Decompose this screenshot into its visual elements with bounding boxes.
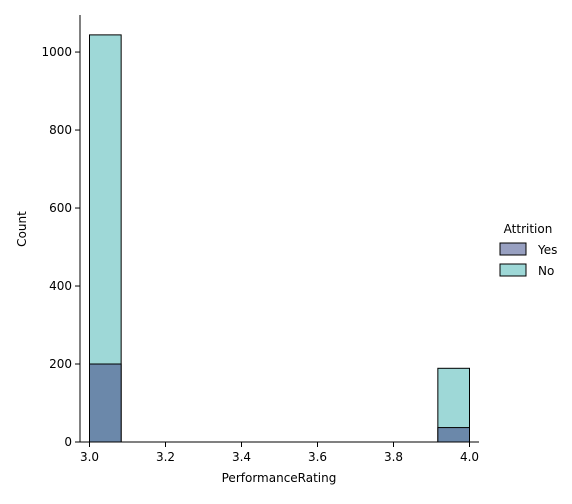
x-tick-label: 3.4 bbox=[232, 450, 251, 464]
legend-label-yes: Yes bbox=[537, 243, 557, 257]
y-tick-label: 1000 bbox=[41, 45, 72, 59]
y-ticks-layer: 0 200 400 600 800 1000 bbox=[41, 45, 80, 449]
legend: Attrition Yes No bbox=[499, 222, 557, 278]
y-tick-label: 200 bbox=[49, 357, 72, 371]
x-tick-label: 3.2 bbox=[156, 450, 175, 464]
x-ticks-layer: 3.0 3.2 3.4 3.6 3.8 4.0 bbox=[80, 442, 479, 464]
x-tick-label: 4.0 bbox=[460, 450, 479, 464]
x-axis-label: PerformanceRating bbox=[222, 471, 337, 485]
y-axis-label: Count bbox=[15, 211, 29, 247]
x-tick-label: 3.6 bbox=[308, 450, 327, 464]
y-tick-label: 0 bbox=[64, 435, 72, 449]
y-tick-label: 800 bbox=[49, 123, 72, 137]
legend-title: Attrition bbox=[504, 222, 553, 236]
y-tick-label: 600 bbox=[49, 201, 72, 215]
bar-yes-bin-0 bbox=[89, 363, 122, 443]
legend-items: Yes No bbox=[499, 242, 557, 278]
legend-label-no: No bbox=[538, 264, 554, 278]
legend-swatch-yes bbox=[499, 242, 527, 256]
legend-swatch-no bbox=[499, 263, 527, 277]
y-tick-label: 400 bbox=[49, 279, 72, 293]
axes-layer bbox=[79, 15, 479, 443]
bar-yes-bin-11 bbox=[437, 427, 471, 443]
x-tick-label: 3.8 bbox=[384, 450, 403, 464]
x-tick-label: 3.0 bbox=[80, 450, 99, 464]
bars-layer bbox=[89, 34, 471, 443]
